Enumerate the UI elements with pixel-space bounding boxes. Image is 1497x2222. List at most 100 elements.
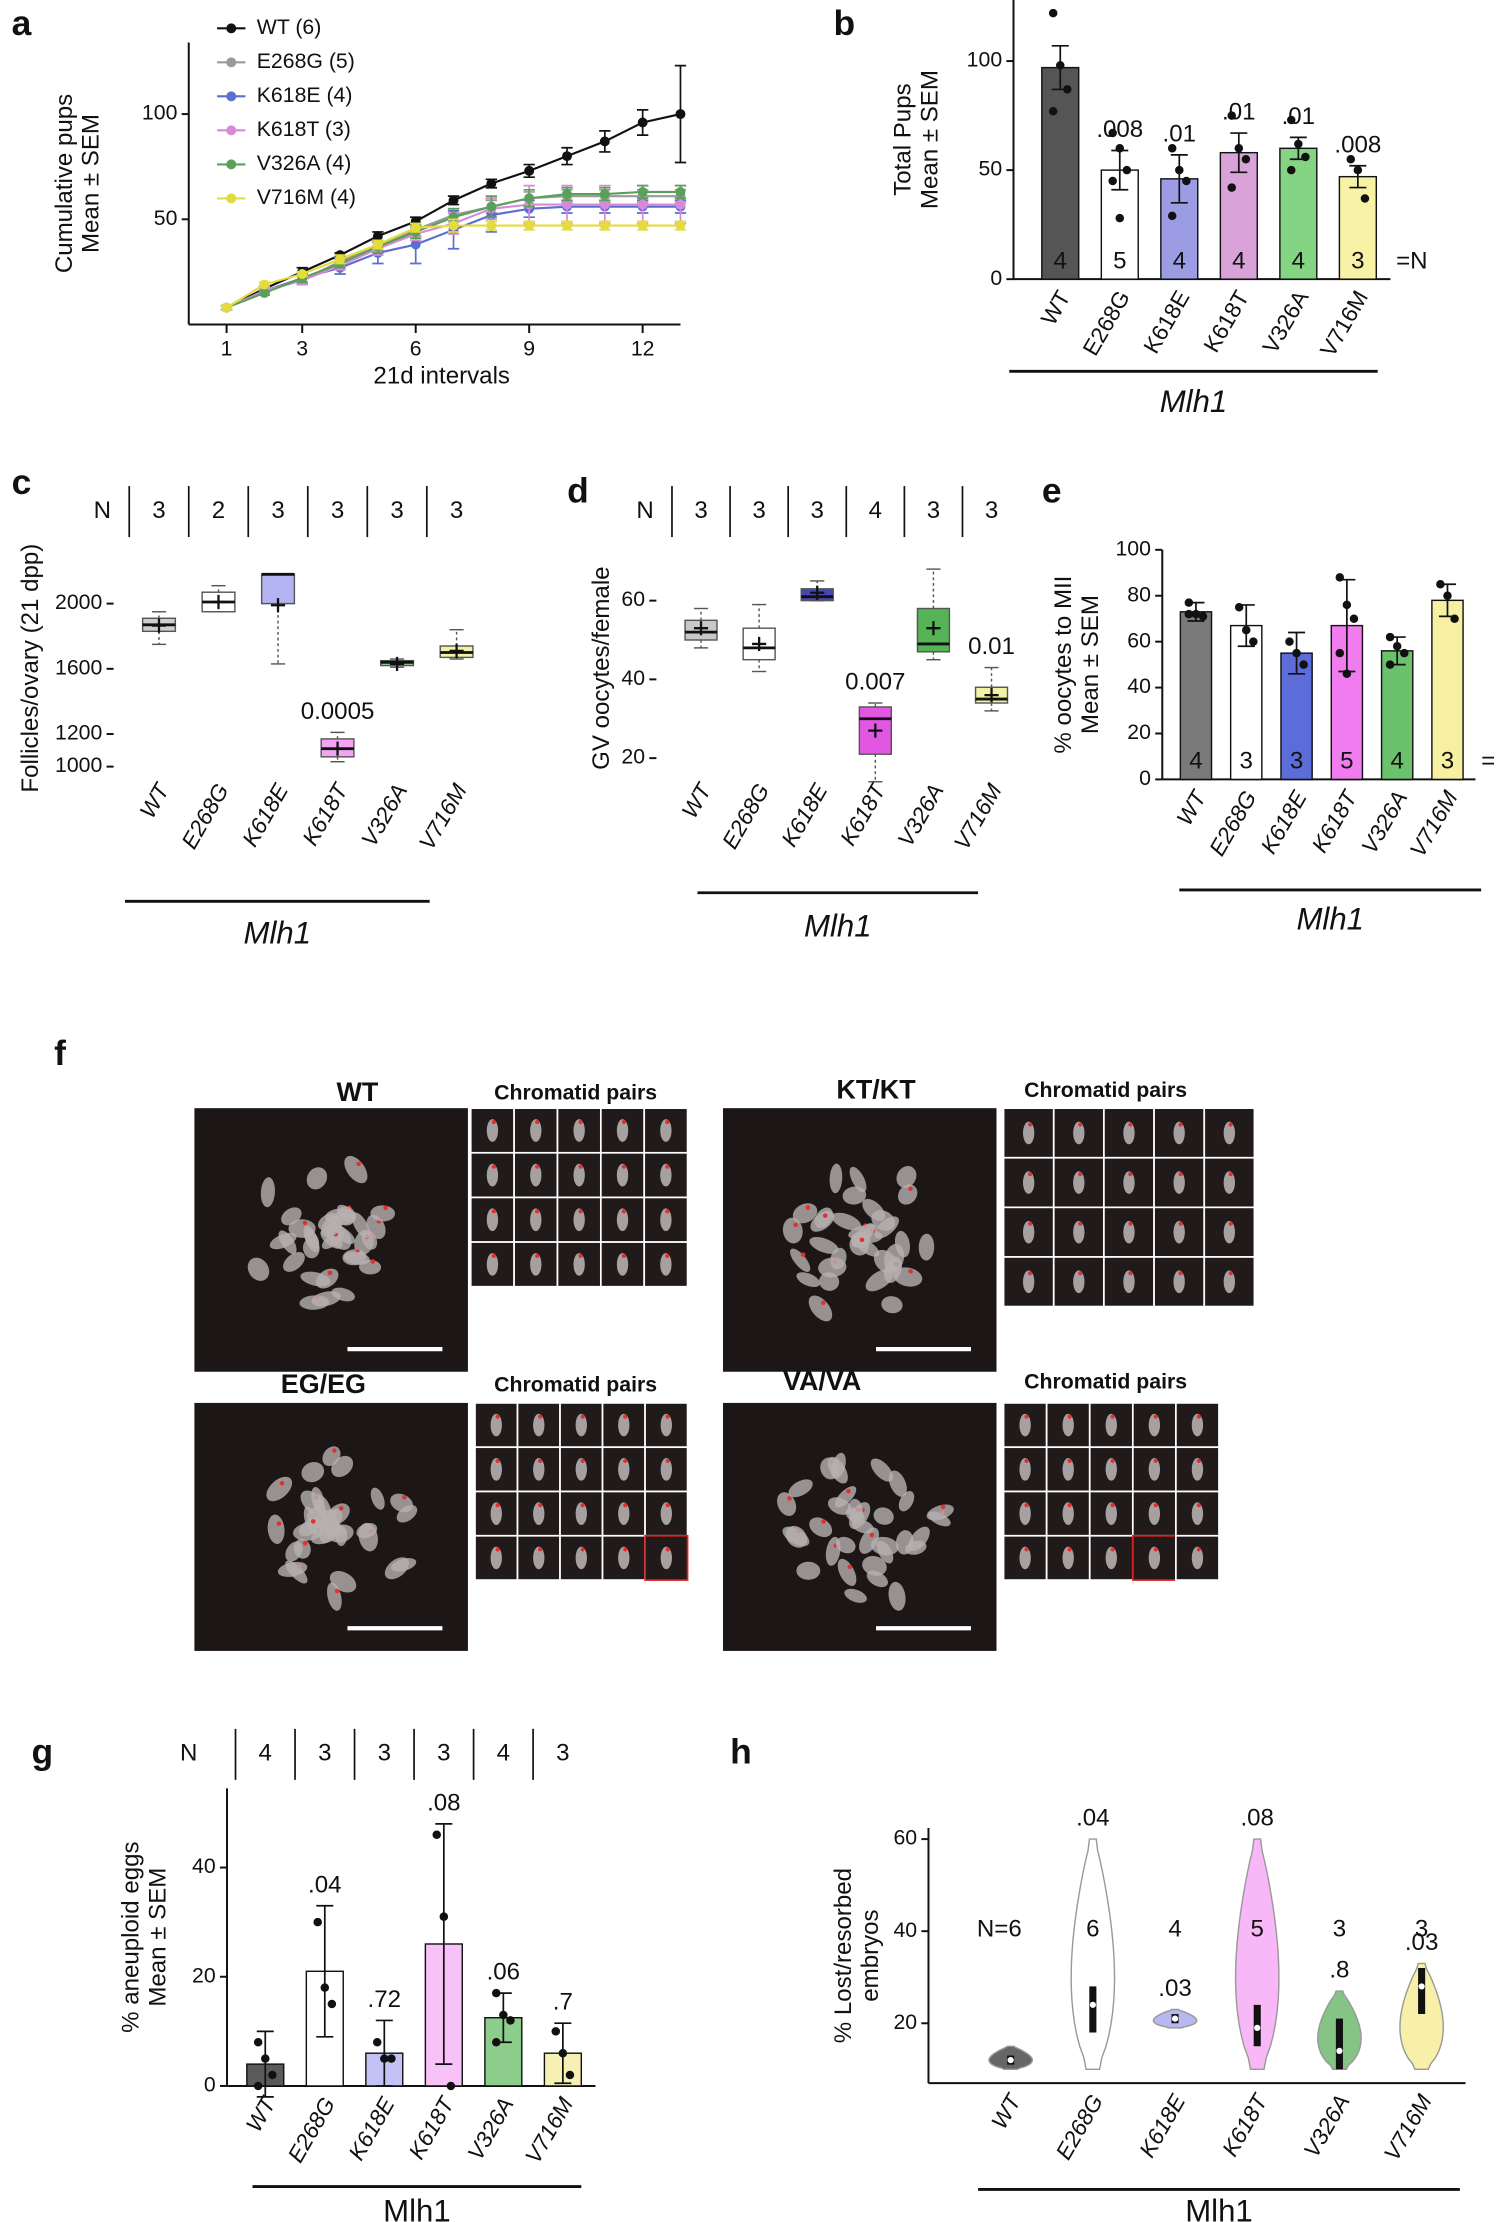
n-label: 3 bbox=[450, 497, 463, 524]
data-point bbox=[1385, 632, 1395, 642]
group-label: Mlh1 bbox=[244, 916, 312, 951]
x-tick-label: K618E bbox=[776, 778, 833, 851]
inset-chromosome bbox=[573, 1208, 585, 1232]
p-value: .03 bbox=[1158, 1975, 1191, 2002]
inset-chromosome bbox=[1123, 1171, 1135, 1194]
data-point bbox=[1443, 591, 1452, 600]
data-point bbox=[1294, 139, 1303, 149]
inset-kinetochore bbox=[665, 1414, 670, 1419]
chromosome bbox=[390, 1558, 417, 1572]
x-tick-label: E268G bbox=[1204, 786, 1262, 860]
point bbox=[448, 220, 459, 231]
inset-kinetochore bbox=[1178, 1221, 1183, 1226]
p-value: .04 bbox=[308, 1871, 341, 1898]
n-label: 3 bbox=[694, 497, 707, 524]
legend-label: V716M (4) bbox=[257, 185, 356, 209]
n-label: 3 bbox=[985, 497, 998, 524]
inset-chromosome bbox=[1022, 1121, 1035, 1145]
y-axis-label: Total Pups bbox=[890, 83, 917, 195]
data-point bbox=[387, 2054, 396, 2063]
y-tick-label: 50 bbox=[979, 157, 1003, 181]
kinetochore bbox=[822, 1213, 828, 1218]
data-point bbox=[1285, 637, 1294, 646]
inset-chromosome bbox=[490, 1413, 502, 1437]
inset-chromosome bbox=[1062, 1502, 1074, 1525]
violin-median bbox=[1089, 2001, 1096, 2008]
inset-chromosome bbox=[575, 1546, 587, 1570]
legend-label: WT (6) bbox=[257, 15, 322, 39]
p-value: .008 bbox=[1096, 116, 1143, 143]
point bbox=[486, 220, 497, 231]
panel-letter: a bbox=[12, 3, 32, 43]
point bbox=[259, 287, 270, 298]
data-point bbox=[1353, 165, 1363, 175]
chromosome bbox=[862, 1198, 886, 1221]
y-tick-label: 0 bbox=[990, 266, 1002, 290]
x-tick-label: WT bbox=[676, 777, 717, 822]
mean-marker bbox=[810, 585, 825, 600]
data-point bbox=[1175, 165, 1184, 175]
point bbox=[448, 195, 459, 206]
inset-kinetochore bbox=[1078, 1271, 1083, 1276]
error-bar bbox=[435, 1823, 453, 2065]
kinetochore bbox=[787, 1496, 792, 1501]
chromosome bbox=[888, 1470, 907, 1497]
y-tick-label: 80 bbox=[1127, 582, 1151, 606]
chromosome bbox=[306, 1167, 328, 1190]
error-bar bbox=[1230, 132, 1248, 174]
inset-kinetochore bbox=[1110, 1458, 1115, 1463]
data-point bbox=[558, 2048, 568, 2058]
inset-chromosome bbox=[660, 1119, 672, 1142]
data-point bbox=[1360, 194, 1370, 203]
chromosome bbox=[849, 1166, 867, 1193]
data-point bbox=[499, 2010, 508, 2020]
panel-letter: b bbox=[834, 3, 856, 43]
inset-kinetochore bbox=[1153, 1503, 1158, 1508]
n-label: 3 bbox=[927, 497, 940, 524]
inset-chromosome bbox=[1173, 1171, 1185, 1194]
data-point bbox=[506, 2016, 515, 2025]
inset-chromosome bbox=[1105, 1546, 1117, 1570]
n-label: 4 bbox=[1292, 248, 1305, 275]
chromosome bbox=[311, 1487, 325, 1512]
legend-marker bbox=[226, 125, 237, 136]
x-tick-label: WT bbox=[1171, 784, 1212, 829]
data-point bbox=[1292, 648, 1301, 658]
inset-cell bbox=[1045, 1534, 1091, 1581]
chromosome bbox=[842, 1186, 867, 1205]
inset-chromosome bbox=[1148, 1458, 1161, 1481]
violin-median bbox=[1007, 2056, 1014, 2064]
inset-kinetochore bbox=[1178, 1122, 1183, 1127]
inset-chromosome bbox=[1073, 1220, 1085, 1244]
inset-chromosome bbox=[1022, 1270, 1035, 1294]
data-point bbox=[439, 1912, 449, 1921]
chromosome bbox=[837, 1558, 857, 1586]
data-point bbox=[1349, 614, 1359, 623]
chromosome bbox=[862, 1555, 887, 1576]
inset-chromosome bbox=[573, 1119, 585, 1142]
data-point bbox=[1234, 144, 1244, 153]
panel-letter: h bbox=[730, 1732, 752, 1772]
chromosome bbox=[894, 1230, 910, 1258]
p-value: .7 bbox=[553, 1989, 573, 2016]
data-point bbox=[327, 1999, 337, 2009]
x-tick-label: K618T bbox=[1198, 286, 1254, 357]
y-axis-label: Mean ± SEM bbox=[1077, 595, 1104, 734]
inset-chromosome bbox=[1123, 1121, 1135, 1145]
data-point bbox=[1392, 641, 1402, 651]
bar bbox=[1338, 175, 1378, 280]
inset-kinetochore bbox=[580, 1547, 585, 1552]
inset-kinetochore bbox=[1024, 1503, 1029, 1508]
n-header: N bbox=[180, 1740, 197, 1767]
data-point bbox=[1198, 612, 1208, 621]
chromosome bbox=[874, 1216, 899, 1239]
inset-kinetochore bbox=[1153, 1414, 1158, 1419]
inset-chromosome bbox=[1191, 1502, 1204, 1525]
inset-chromosome bbox=[575, 1413, 587, 1437]
n-label: 4 bbox=[1189, 748, 1202, 775]
inset-chromosome bbox=[1148, 1413, 1161, 1437]
chromosome bbox=[326, 1503, 350, 1525]
bar bbox=[1041, 66, 1080, 280]
inset-chromosome bbox=[533, 1413, 545, 1437]
violin-median bbox=[1171, 2015, 1179, 2022]
